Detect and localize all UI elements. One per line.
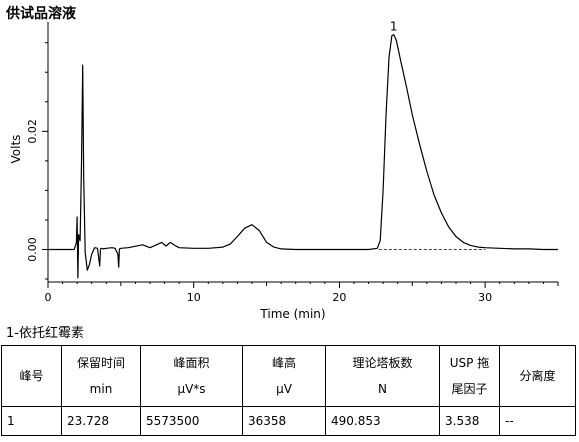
results-table: 峰号 保留时间 min 峰面积 μV*s 峰高 μV 理论塔板数 N USP 拖尾因子 … <box>1 345 576 436</box>
y-axis-label: Volts <box>9 135 23 164</box>
header-peak-height: 峰高 μV <box>242 345 326 407</box>
header-peak-no: 峰号 <box>1 345 62 407</box>
header-usp-tailing: USP 拖尾因子 <box>439 345 500 407</box>
cell-peak-height: 36358 <box>242 406 326 436</box>
cell-theoretical-plates: 490.853 <box>325 406 440 436</box>
page-title: 供试品溶液 <box>6 6 76 22</box>
table-header-row: 峰号 保留时间 min 峰面积 μV*s 峰高 μV 理论塔板数 N USP 拖尾因子 … <box>1 345 576 407</box>
cell-retention-time: 23.728 <box>61 406 141 436</box>
table-row: 1 23.728 5573500 36358 490.853 3.538 -- <box>1 406 576 436</box>
peak-label: 1 <box>390 20 398 34</box>
x-axis-label: Time (min) <box>259 307 325 321</box>
x-tick-label: 0 <box>45 291 52 304</box>
plot-area: 0 10 20 30 0.00 0.02 Time (min) Volts 1 <box>9 20 559 321</box>
cell-peak-no: 1 <box>1 406 62 436</box>
header-resolution: 分离度 <box>499 345 576 407</box>
header-retention-time: 保留时间 min <box>61 345 141 407</box>
x-tick-label: 30 <box>478 291 492 304</box>
cell-resolution: -- <box>499 406 576 436</box>
chromatogram-chart: 0 10 20 30 0.00 0.02 Time (min) Volts 1 <box>9 20 559 321</box>
signal-trace <box>48 33 558 279</box>
x-tick-label: 20 <box>332 291 346 304</box>
cell-usp-tailing: 3.538 <box>439 406 500 436</box>
y-tick-label: 0.02 <box>26 119 39 144</box>
header-peak-area: 峰面积 μV*s <box>140 345 243 407</box>
x-tick-label: 10 <box>187 291 201 304</box>
header-theoretical-plates: 理论塔板数 N <box>325 345 440 407</box>
cell-peak-area: 5573500 <box>140 406 243 436</box>
compound-label: 1-依托红霉素 <box>6 326 84 341</box>
y-tick-label: 0.00 <box>26 237 39 262</box>
